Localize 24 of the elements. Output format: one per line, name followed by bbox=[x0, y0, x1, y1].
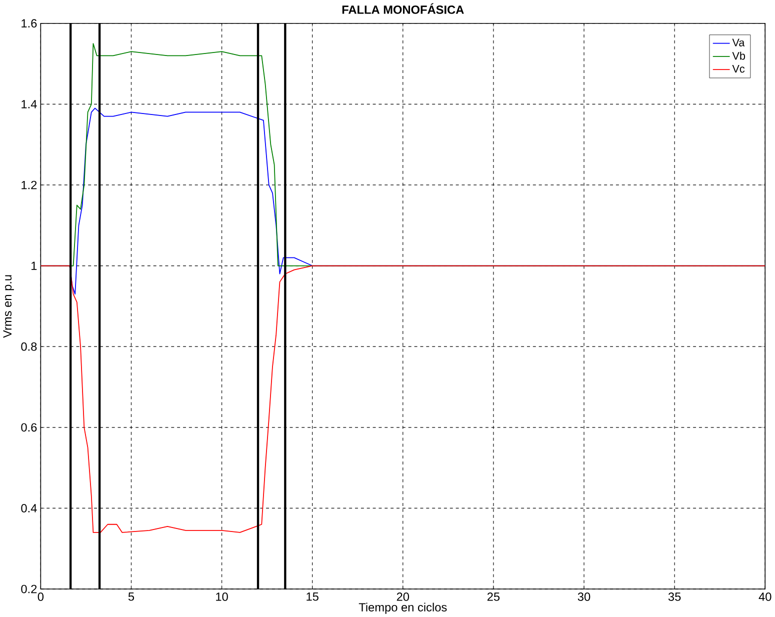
x-tick-label: 5 bbox=[128, 592, 134, 601]
y-tick-label: 1.2 bbox=[22, 180, 37, 190]
y-axis-title: Vrms en p.u bbox=[3, 275, 14, 338]
legend-label: Vc bbox=[732, 64, 745, 73]
y-tick-label: 0.8 bbox=[21, 342, 37, 351]
chart-title: FALLA MONOFÁSICA bbox=[342, 3, 464, 14]
x-tick-label: 40 bbox=[758, 592, 772, 601]
y-tick-label: 1.6 bbox=[22, 19, 37, 28]
y-tick-label: 0.2 bbox=[21, 584, 37, 594]
line-series bbox=[40, 265, 766, 533]
y-tick-label: 0.6 bbox=[21, 423, 37, 432]
legend-label: Vb bbox=[732, 52, 746, 60]
x-tick-label: 15 bbox=[306, 592, 318, 601]
x-tick-label: 0 bbox=[38, 592, 44, 601]
y-tick-label: 0.4 bbox=[21, 504, 37, 512]
x-tick-label: 25 bbox=[487, 592, 500, 601]
x-tick-label: 30 bbox=[578, 592, 590, 601]
y-tick-label: 1 bbox=[31, 262, 37, 270]
x-tick-label: 20 bbox=[396, 592, 410, 601]
x-axis-title: Tiempo en ciclos bbox=[358, 602, 447, 614]
legend-label: Va bbox=[732, 38, 745, 46]
y-tick-label: 1.4 bbox=[22, 100, 37, 108]
x-tick-label: 10 bbox=[216, 592, 228, 601]
x-tick-label: 35 bbox=[668, 592, 681, 601]
